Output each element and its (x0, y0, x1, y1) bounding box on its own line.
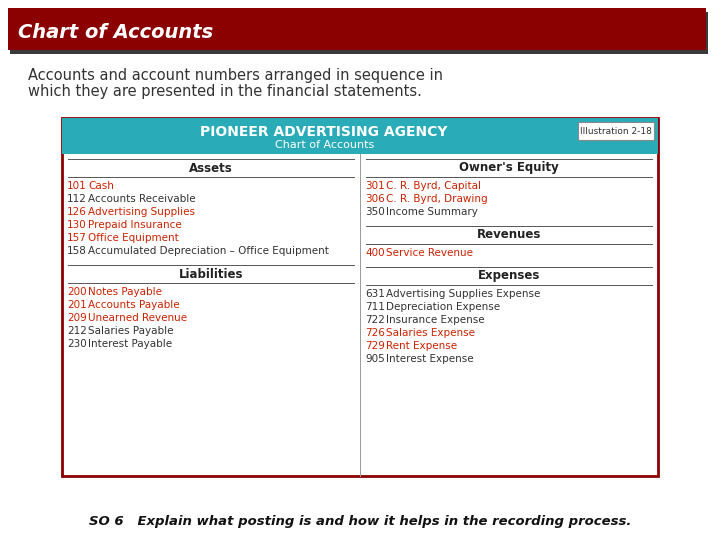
Text: 350: 350 (365, 207, 384, 217)
Text: 711: 711 (365, 302, 385, 312)
Text: Service Revenue: Service Revenue (386, 248, 473, 258)
Text: C. R. Byrd, Capital: C. R. Byrd, Capital (386, 181, 481, 191)
Text: Accounts Receivable: Accounts Receivable (88, 194, 196, 204)
Text: Salaries Expense: Salaries Expense (386, 328, 475, 338)
Text: Advertising Supplies: Advertising Supplies (88, 207, 195, 217)
Text: Cash: Cash (88, 181, 114, 191)
Text: Accounts and account numbers arranged in sequence in: Accounts and account numbers arranged in… (28, 68, 443, 83)
Text: 126: 126 (67, 207, 87, 217)
Text: Insurance Expense: Insurance Expense (386, 315, 485, 325)
Text: 101: 101 (67, 181, 86, 191)
Text: Interest Payable: Interest Payable (88, 339, 172, 349)
Text: 158: 158 (67, 246, 87, 256)
Text: 306: 306 (365, 194, 384, 204)
Text: 201: 201 (67, 300, 86, 310)
Text: Owner's Equity: Owner's Equity (459, 161, 559, 174)
Text: C. R. Byrd, Drawing: C. R. Byrd, Drawing (386, 194, 487, 204)
Text: Assets: Assets (189, 161, 233, 174)
Text: Chart of Accounts: Chart of Accounts (274, 140, 374, 150)
Text: 301: 301 (365, 181, 384, 191)
Text: 112: 112 (67, 194, 87, 204)
Text: Revenues: Revenues (477, 228, 541, 241)
Text: 631: 631 (365, 289, 385, 299)
Text: Notes Payable: Notes Payable (88, 287, 162, 297)
Text: Rent Expense: Rent Expense (386, 341, 457, 351)
Bar (578, 122, 654, 140)
Text: Interest Expense: Interest Expense (386, 354, 474, 364)
Text: 905: 905 (365, 354, 384, 364)
Text: Illustration 2-18: Illustration 2-18 (580, 126, 652, 136)
Text: PIONEER ADVERTISING AGENCY: PIONEER ADVERTISING AGENCY (200, 125, 448, 139)
Text: Depreciation Expense: Depreciation Expense (386, 302, 500, 312)
Text: 130: 130 (67, 220, 86, 230)
Text: 200: 200 (67, 287, 86, 297)
Text: 209: 209 (67, 313, 86, 323)
Text: Office Equipment: Office Equipment (88, 233, 179, 243)
Text: Accumulated Depreciation – Office Equipment: Accumulated Depreciation – Office Equipm… (88, 246, 329, 256)
Text: Liabilities: Liabilities (179, 267, 243, 280)
Bar (62, 118, 658, 476)
Text: Salaries Payable: Salaries Payable (88, 326, 174, 336)
Text: 212: 212 (67, 326, 87, 336)
Bar (62, 118, 658, 154)
Text: Unearned Revenue: Unearned Revenue (88, 313, 187, 323)
Text: SO 6   Explain what posting is and how it helps in the recording process.: SO 6 Explain what posting is and how it … (89, 516, 631, 529)
Text: Income Summary: Income Summary (386, 207, 478, 217)
Text: which they are presented in the financial statements.: which they are presented in the financia… (28, 84, 422, 99)
Text: Chart of Accounts: Chart of Accounts (18, 24, 213, 43)
Text: 722: 722 (365, 315, 385, 325)
Bar (10, 12, 708, 54)
Text: 230: 230 (67, 339, 86, 349)
Text: Expenses: Expenses (478, 269, 540, 282)
Text: 726: 726 (365, 328, 385, 338)
Text: 729: 729 (365, 341, 385, 351)
Bar (8, 8, 706, 50)
Text: 400: 400 (365, 248, 384, 258)
Text: 157: 157 (67, 233, 87, 243)
Text: Advertising Supplies Expense: Advertising Supplies Expense (386, 289, 541, 299)
Text: Accounts Payable: Accounts Payable (88, 300, 179, 310)
Text: Prepaid Insurance: Prepaid Insurance (88, 220, 181, 230)
